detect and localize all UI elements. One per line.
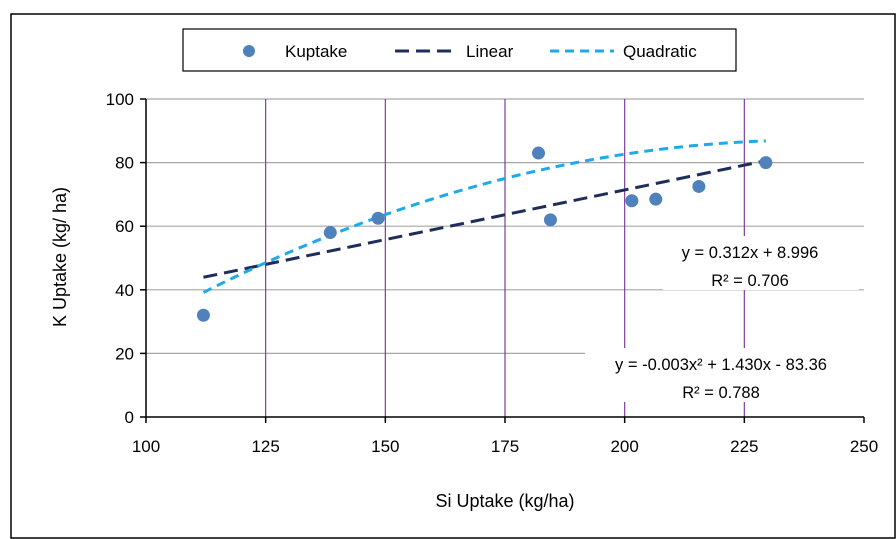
x-tick-label-225: 225 <box>730 437 758 456</box>
trend-lines <box>202 139 767 294</box>
y-axis-title: K Uptake (kg/ ha) <box>50 187 70 327</box>
legend-point-marker <box>243 45 255 57</box>
data-points <box>196 146 773 322</box>
data-point-6 <box>649 192 663 206</box>
quadratic-equation: y = -0.003x² + 1.430x - 83.36 <box>615 356 827 374</box>
legend-quadratic-label: Quadratic <box>623 42 697 61</box>
data-point-4 <box>543 213 557 227</box>
tick-labels: 0 20 40 60 80 100 100 125 150 175 200 225 250 <box>106 90 879 456</box>
x-tick-label-125: 125 <box>251 437 279 456</box>
linear-trendline <box>203 159 767 279</box>
data-point-3 <box>532 146 546 160</box>
linear-equation-bg <box>663 236 859 290</box>
data-point-0 <box>196 308 210 322</box>
legend: Kuptake Linear Quadratic <box>182 28 737 72</box>
y-tick-label-0: 0 <box>125 408 134 427</box>
data-point-8 <box>759 156 773 170</box>
y-tick-label-100: 100 <box>106 90 134 109</box>
linear-r2: R² = 0.706 <box>711 272 789 290</box>
axes <box>140 98 865 423</box>
x-tick-label-250: 250 <box>850 437 878 456</box>
x-tick-label-100: 100 <box>132 437 160 456</box>
x-tick-label-175: 175 <box>491 437 519 456</box>
legend-points-label: Kuptake <box>285 42 347 61</box>
data-point-1 <box>323 226 337 240</box>
quadratic-equation-box: y = -0.003x² + 1.430x - 83.36 R² = 0.788 <box>585 348 865 402</box>
legend-box <box>182 28 737 72</box>
quadratic-r2: R² = 0.788 <box>682 384 760 402</box>
x-axis-title: Si Uptake (kg/ha) <box>435 491 574 511</box>
data-point-7 <box>692 179 706 193</box>
data-point-5 <box>625 194 639 208</box>
linear-equation-box: y = 0.312x + 8.996 R² = 0.706 <box>663 236 859 290</box>
legend-linear-label: Linear <box>466 42 514 61</box>
x-tick-label-150: 150 <box>371 437 399 456</box>
x-tick-label-200: 200 <box>610 437 638 456</box>
y-tick-label-60: 60 <box>115 217 134 236</box>
y-tick-label-40: 40 <box>115 281 134 300</box>
quadratic-equation-bg <box>585 348 865 402</box>
y-tick-label-80: 80 <box>115 154 134 173</box>
quadratic-trendline <box>202 139 766 294</box>
linear-equation: y = 0.312x + 8.996 <box>682 244 819 262</box>
data-point-2 <box>371 211 385 225</box>
y-tick-label-20: 20 <box>115 344 134 363</box>
